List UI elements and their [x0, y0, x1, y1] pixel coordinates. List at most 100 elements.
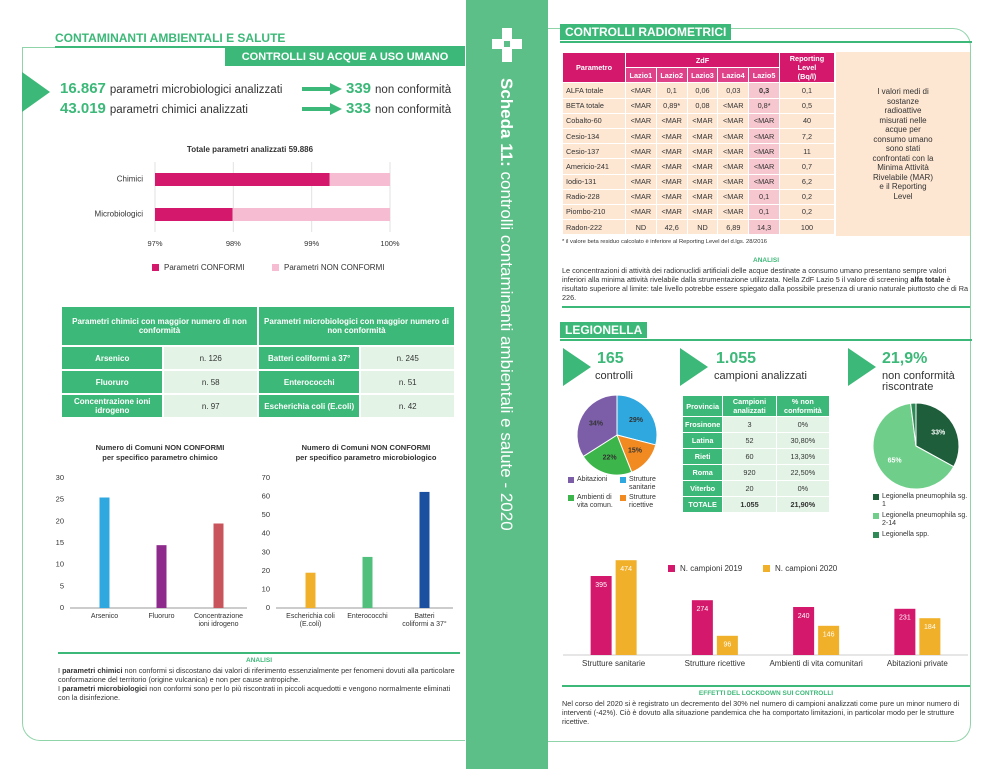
- table-cell: ND: [625, 219, 657, 236]
- y-tick-label: 60: [262, 492, 270, 501]
- analysis-text: Le concentrazioni di attività dei radion…: [562, 266, 970, 302]
- y-tick-label: 70: [262, 473, 270, 482]
- x-tick-label: Strutture ricettive: [685, 659, 746, 668]
- header-row: Lazio1 Lazio2 Lazio3 Lazio4 Lazio5: [563, 67, 835, 84]
- data-label: 240: [798, 613, 810, 620]
- header-cell: Campioni analizzati: [722, 395, 777, 417]
- table-cell: Roma: [681, 464, 724, 481]
- table-row: Americio-241 <MAR <MAR <MAR <MAR <MAR 0,7: [562, 158, 835, 175]
- table-cell: <MAR: [686, 127, 719, 145]
- table-cell: 0,06: [686, 82, 719, 99]
- triangle-shape: [563, 348, 591, 386]
- table-cell: 0%: [775, 416, 831, 433]
- chart: Numero di Comuni NON CONFORMI per specifi…: [262, 443, 453, 628]
- table-cell: <MAR: [655, 173, 688, 190]
- header-cell: Reporting Level (Bq/l): [779, 51, 835, 84]
- x-tick-label: Arsenico: [91, 613, 118, 620]
- arrow-icon: [302, 83, 342, 95]
- table-cell: <MAR: [748, 158, 780, 175]
- triangle-icon: [563, 348, 591, 386]
- table-cell: Latina: [681, 432, 724, 449]
- name-cell: Concentrazione ioni idrogeno: [59, 393, 165, 419]
- subtitle: CONTROLLI SU ACQUE A USO UMANO: [225, 48, 465, 66]
- table-row: Cesio-134 <MAR <MAR <MAR <MAR <MAR 7,2: [562, 127, 835, 145]
- table-cell: <MAR: [717, 143, 750, 160]
- table-cell: <MAR: [717, 173, 750, 190]
- legend-swatch: [620, 477, 626, 483]
- y-tick-label: 15: [56, 538, 64, 547]
- chart: 29% 15% 22% 34%: [576, 394, 658, 476]
- table-row: Radio-228 <MAR <MAR <MAR <MAR 0,1 0,2: [562, 188, 835, 205]
- legend-label: Parametri CONFORMI: [164, 263, 244, 272]
- header-cell: ZdF: [625, 51, 780, 69]
- name-cell: Escherichia coli (E.coli): [256, 393, 362, 419]
- y-tick-label: 20: [262, 566, 270, 575]
- table-cell: 21,90%: [775, 496, 831, 513]
- legend: Legionella pneumophila sg. 1 Legionella p…: [873, 493, 973, 539]
- pie-slice: [910, 402, 917, 447]
- y-tick-label: 25: [56, 495, 64, 504]
- table-row: Roma 920 22,50%: [681, 464, 831, 481]
- table-cell: 920: [722, 464, 777, 481]
- lockdown-text: Nel corso del 2020 si è registrato un de…: [562, 699, 960, 726]
- chart: Numero di Comuni NON CONFORMI per specifi…: [56, 443, 247, 628]
- legend-item: Ambienti di vita comun.: [568, 494, 620, 510]
- table-cell: <MAR: [625, 188, 657, 205]
- table-cell: 3: [722, 416, 777, 433]
- text-run: Le concentrazioni di attività dei radion…: [562, 266, 947, 284]
- table-cell: <MAR: [748, 112, 780, 129]
- bar-segment: [155, 208, 233, 221]
- stats: 16.867 parametri microbiologici analizzat…: [60, 80, 460, 120]
- x-tick-label: Concentrazione ioni idrogeno: [194, 613, 243, 628]
- table-cell: 0,89*: [655, 97, 688, 114]
- bar: [213, 523, 224, 608]
- table-cell: 0,2: [779, 188, 835, 205]
- analysis-box: ANALISI I parametri chimici non conformi…: [58, 652, 460, 702]
- slice-label: 2%: [908, 398, 919, 400]
- x-tick-label: Abitazioni private: [887, 659, 948, 668]
- table-cell: <MAR: [625, 97, 657, 114]
- chart-title: Totale parametri analizzati 59.886: [187, 145, 314, 154]
- chart-title: Numero di Comuni NON CONFORMI per specifi…: [96, 443, 225, 462]
- legend-item: Abitazioni: [568, 476, 620, 492]
- table-row: Latina 52 30,80%: [681, 432, 831, 449]
- table-cell: <MAR: [625, 158, 657, 175]
- bar: [716, 635, 738, 655]
- table-cell: <MAR: [748, 173, 780, 190]
- table-row: Fluoruro n. 58 Enterococchi n. 51: [59, 369, 456, 395]
- data-label: 184: [924, 624, 936, 631]
- pie-slice: [576, 394, 618, 458]
- header-row: Parametro ZdF Reporting Level (Bq/l): [562, 51, 835, 84]
- y-tick-label: 20: [56, 516, 64, 525]
- table-cell: <MAR: [625, 143, 657, 160]
- triangle-shape: [680, 348, 708, 386]
- legend: Abitazioni Strutture sanitarie Ambienti di…: [568, 476, 680, 510]
- table-cell: <MAR: [655, 188, 688, 205]
- table-cell: <MAR: [686, 158, 719, 175]
- table-cell: 0,08: [686, 97, 719, 114]
- bar: [793, 607, 815, 655]
- table-cell: Radio-228: [562, 188, 626, 205]
- table-cell: Piombo-210: [562, 203, 626, 221]
- stat-label: controlli: [595, 370, 633, 382]
- legend-swatch: [668, 565, 675, 572]
- table-row: Concentrazione ioni idrogeno n. 97 Escheri…: [59, 393, 456, 419]
- table-cell: 1.055: [722, 496, 777, 513]
- y-tick-label: Chimici: [117, 175, 143, 184]
- legend-label: N. campioni 2019: [680, 564, 743, 573]
- table-cell: 0,1: [655, 82, 688, 99]
- name-cell: Arsenico: [59, 345, 165, 371]
- data-label: 146: [823, 632, 835, 639]
- bar: [156, 545, 167, 608]
- x-tick-label: Batteri coliformi a 37°: [402, 613, 447, 628]
- x-tick-label: Ambienti di vita comunitari: [769, 659, 863, 668]
- table-cell: <MAR: [717, 112, 750, 129]
- bar: [305, 572, 316, 608]
- table-cell: 0,1: [748, 203, 780, 221]
- legend-label: Legionella pneumophila sg. 1: [882, 493, 968, 508]
- table-cell: Frosinone: [681, 416, 724, 433]
- table-cell: 0,3: [748, 82, 780, 99]
- value-cell: n. 42: [359, 393, 456, 419]
- header-cell: Lazio4: [717, 67, 750, 84]
